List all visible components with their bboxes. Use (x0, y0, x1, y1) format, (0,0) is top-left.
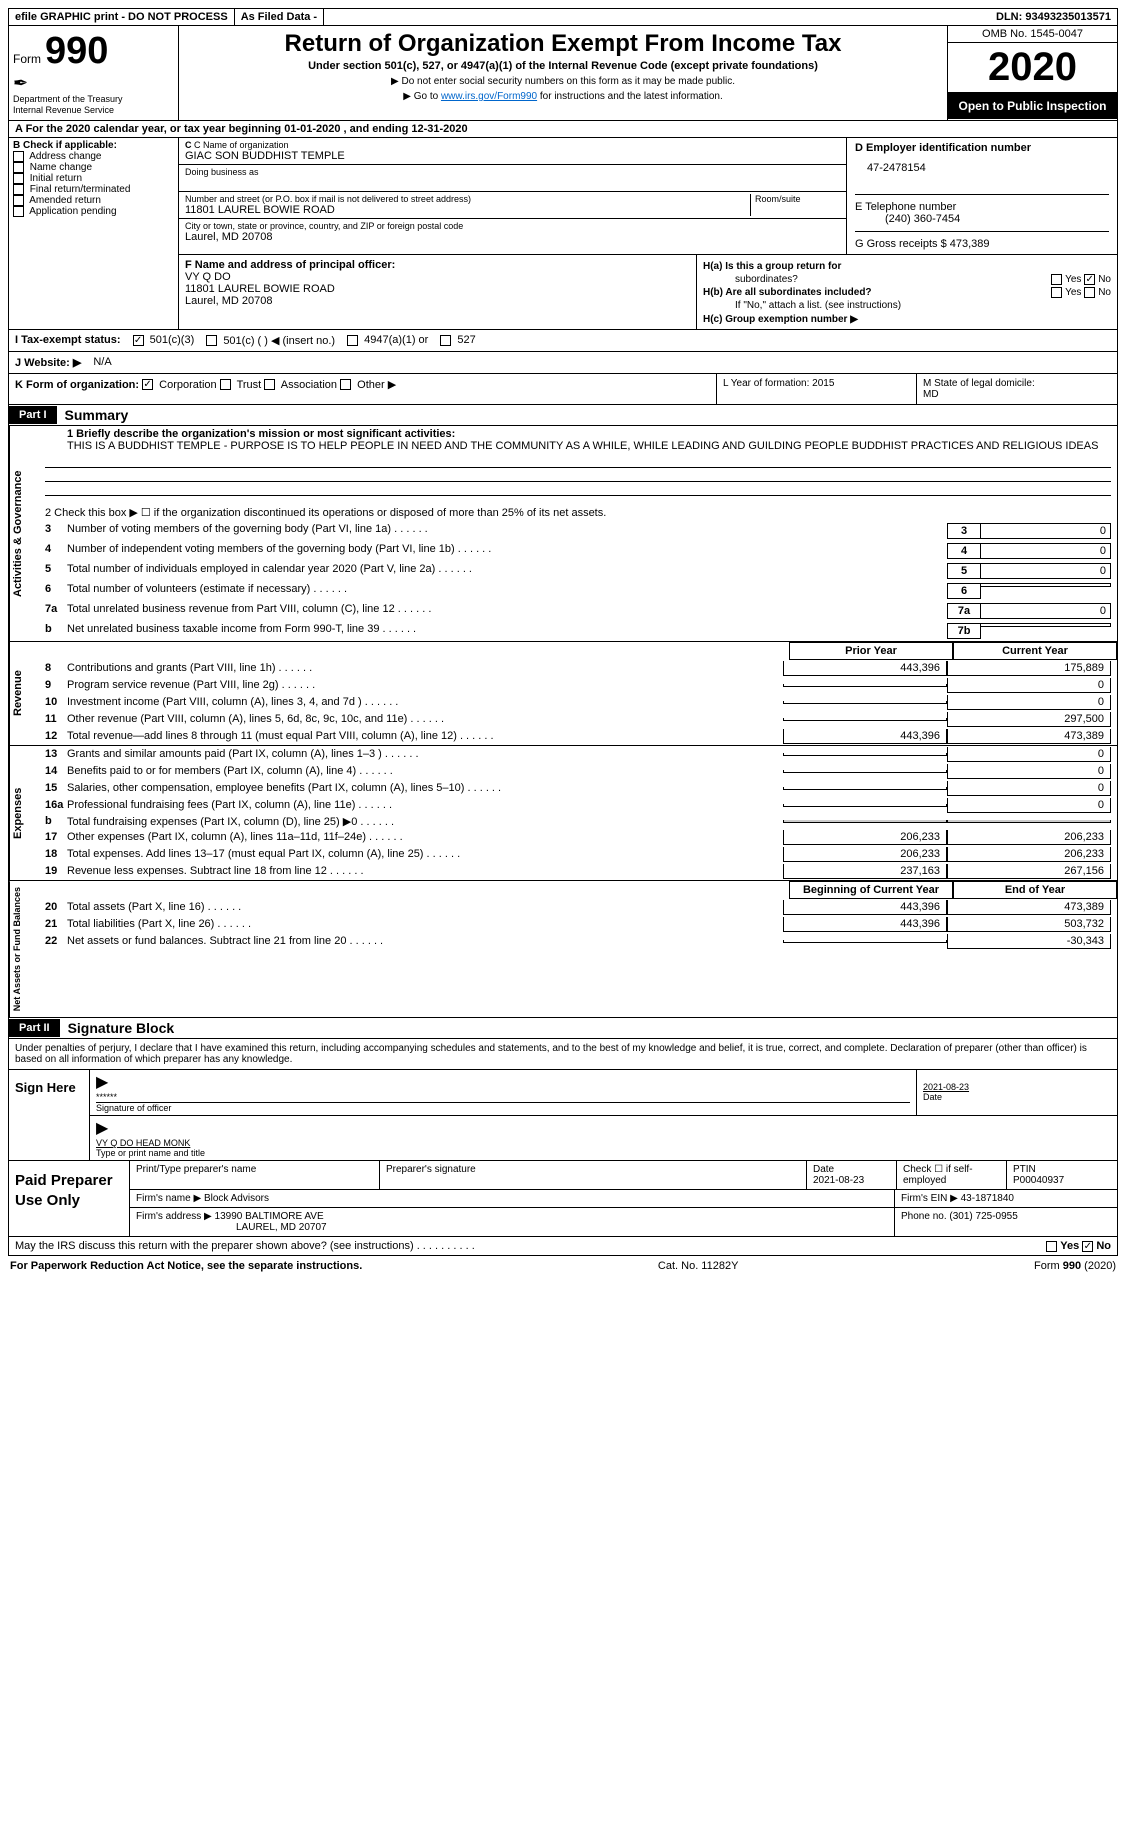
phone-label: E Telephone number (855, 201, 1109, 213)
check-application-pending: Application pending (13, 206, 174, 217)
gov-line-6: 6Total number of volunteers (estimate if… (39, 581, 1117, 601)
room-label: Room/suite (755, 194, 840, 204)
dln: DLN: 93493235013571 (990, 9, 1117, 25)
trust-checkbox[interactable] (220, 379, 231, 390)
gov-line-5: 5Total number of individuals employed in… (39, 561, 1117, 581)
city-label: City or town, state or province, country… (185, 221, 840, 231)
gov-line-7b: bNet unrelated business taxable income f… (39, 621, 1117, 641)
netassets-section: Net Assets or Fund Balances Beginning of… (8, 881, 1118, 1018)
row-klm: K Form of organization: ✓ Corporation Tr… (8, 374, 1118, 405)
officer-addr1: 11801 LAUREL BOWIE ROAD (185, 283, 690, 295)
row-j: J Website: ▶ N/A (8, 352, 1118, 374)
paid-preparer: Paid Preparer Use Only Print/Type prepar… (8, 1161, 1118, 1237)
check-initial-return: Initial return (13, 173, 174, 184)
explines-b: bTotal fundraising expenses (Part IX, co… (39, 814, 1117, 829)
officer-addr2: Laurel, MD 20708 (185, 295, 690, 307)
discuss-no-checkbox[interactable]: ✓ (1082, 1241, 1093, 1252)
col-b-header: B Check if applicable: (13, 140, 174, 151)
check-amended-return: Amended return (13, 195, 174, 206)
revlines-10: 10Investment income (Part VIII, column (… (39, 694, 1117, 711)
hb-yes-checkbox[interactable] (1051, 287, 1062, 298)
discuss-yes-checkbox[interactable] (1046, 1241, 1057, 1252)
as-filed: As Filed Data - (235, 9, 324, 25)
subtitle: Under section 501(c), 527, or 4947(a)(1)… (187, 60, 939, 72)
open-inspection: Open to Public Inspection (948, 93, 1117, 119)
expenses-section: Expenses 13Grants and similar amounts pa… (8, 746, 1118, 881)
corp-checkbox[interactable]: ✓ (142, 379, 153, 390)
city: Laurel, MD 20708 (185, 231, 840, 243)
top-bar: efile GRAPHIC print - DO NOT PROCESS As … (8, 8, 1118, 26)
4947-checkbox[interactable] (347, 335, 358, 346)
page-footer: For Paperwork Reduction Act Notice, see … (8, 1256, 1118, 1276)
part2-header: Part II Signature Block (8, 1018, 1118, 1039)
explines-14: 14Benefits paid to or for members (Part … (39, 763, 1117, 780)
revlines-8: 8Contributions and grants (Part VIII, li… (39, 660, 1117, 677)
revlines-12: 12Total revenue—add lines 8 through 11 (… (39, 728, 1117, 745)
firm-name: Block Advisors (204, 1193, 269, 1204)
nablines-22: 22Net assets or fund balances. Subtract … (39, 933, 1117, 950)
check-address-change: Address change (13, 151, 174, 162)
omb-number: OMB No. 1545-0047 (948, 26, 1117, 43)
phone-value: (240) 360-7454 (855, 213, 1109, 225)
assoc-checkbox[interactable] (264, 379, 275, 390)
explines-19: 19Revenue less expenses. Subtract line 1… (39, 863, 1117, 880)
signature-block: Under penalties of perjury, I declare th… (8, 1039, 1118, 1161)
mission-text: THIS IS A BUDDHIST TEMPLE - PURPOSE IS T… (67, 440, 1098, 452)
501c3-checkbox[interactable]: ✓ (133, 335, 144, 346)
revlines-11: 11Other revenue (Part VIII, column (A), … (39, 711, 1117, 728)
form-word: Form (13, 52, 41, 66)
entity-grid: B Check if applicable: Address change Na… (8, 138, 1118, 330)
501c-checkbox[interactable] (206, 335, 217, 346)
explines-15: 15Salaries, other compensation, employee… (39, 780, 1117, 797)
explines-17: 17Other expenses (Part IX, column (A), l… (39, 829, 1117, 846)
officer-printed: VY Q DO HEAD MONK (96, 1138, 1111, 1148)
street-label: Number and street (or P.O. box if mail i… (185, 194, 750, 204)
form-header: Form 990 ✒ Department of the Treasury In… (8, 26, 1118, 121)
gov-line-4: 4Number of independent voting members of… (39, 541, 1117, 561)
nablines-20: 20Total assets (Part X, line 16)443,3964… (39, 899, 1117, 916)
efile-notice: efile GRAPHIC print - DO NOT PROCESS (9, 9, 235, 25)
gov-line-7a: 7aTotal unrelated business revenue from … (39, 601, 1117, 621)
instr-link: ▶ Go to www.irs.gov/Form990 for instruct… (187, 91, 939, 102)
officer-name: VY Q DO (185, 271, 690, 283)
dba-label: Doing business as (185, 167, 840, 177)
instr-ssn: ▶ Do not enter social security numbers o… (187, 76, 939, 87)
activities-governance: Activities & Governance 1 Briefly descri… (8, 426, 1118, 642)
sig-date: 2021-08-23 (923, 1082, 1111, 1092)
ha-yes-checkbox[interactable] (1051, 274, 1062, 285)
explines-13: 13Grants and similar amounts paid (Part … (39, 746, 1117, 763)
part1-header: Part I Summary (8, 405, 1118, 426)
check-name-change: Name change (13, 162, 174, 173)
revlines-9: 9Program service revenue (Part VIII, lin… (39, 677, 1117, 694)
nablines-21: 21Total liabilities (Part X, line 26)443… (39, 916, 1117, 933)
irs-link[interactable]: www.irs.gov/Form990 (441, 91, 537, 102)
hb-no-checkbox[interactable] (1084, 287, 1095, 298)
street: 11801 LAUREL BOWIE ROAD (185, 204, 750, 216)
ein-label: D Employer identification number (855, 142, 1109, 154)
check-final-return-terminated: Final return/terminated (13, 184, 174, 195)
gov-line-3: 3Number of voting members of the governi… (39, 521, 1117, 541)
org-name-label: C C Name of organization (185, 140, 840, 150)
527-checkbox[interactable] (440, 335, 451, 346)
form-number: 990 (45, 30, 108, 73)
discuss-row: May the IRS discuss this return with the… (8, 1237, 1118, 1256)
year-formation: L Year of formation: 2015 (717, 374, 917, 404)
other-checkbox[interactable] (340, 379, 351, 390)
website-value: N/A (93, 356, 111, 368)
main-title: Return of Organization Exempt From Incom… (187, 30, 939, 58)
dept-treasury: Department of the Treasury Internal Reve… (13, 94, 174, 116)
perjury-text: Under penalties of perjury, I declare th… (9, 1039, 1117, 1070)
tax-year: 2020 (948, 43, 1117, 93)
org-name: GIAC SON BUDDHIST TEMPLE (185, 150, 840, 162)
ein-value: 47-2478154 (855, 162, 1109, 174)
ha-no-checkbox[interactable]: ✓ (1084, 274, 1095, 285)
explines-18: 18Total expenses. Add lines 13–17 (must … (39, 846, 1117, 863)
row-a-period: A For the 2020 calendar year, or tax yea… (8, 121, 1118, 138)
officer-label: F Name and address of principal officer: (185, 259, 690, 271)
gross-receipts: G Gross receipts $ 473,389 (855, 238, 1109, 250)
row-i: I Tax-exempt status: ✓ 501(c)(3) 501(c) … (8, 330, 1118, 352)
revenue-section: Revenue Prior YearCurrent Year 8Contribu… (8, 642, 1118, 746)
explines-16a: 16aProfessional fundraising fees (Part I… (39, 797, 1117, 814)
